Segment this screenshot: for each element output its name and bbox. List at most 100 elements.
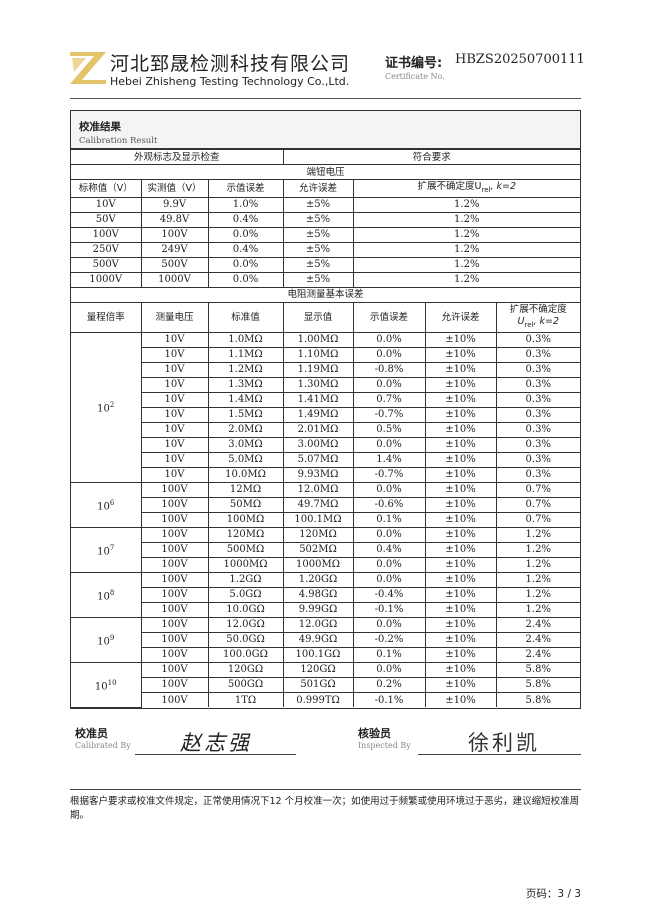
table-cell: ±10% bbox=[424, 376, 497, 393]
resistance-row: 10V 2.0MΩ 2.01MΩ 0.5% ±10% 0.3% bbox=[71, 421, 580, 438]
table-cell: ±10% bbox=[424, 646, 497, 663]
table-cell: 49.7MΩ bbox=[282, 496, 354, 513]
voltage-title: 端钮电压 bbox=[71, 164, 580, 180]
table-cell: -0.7% bbox=[352, 406, 426, 423]
table-cell: 502MΩ bbox=[282, 541, 354, 558]
company-logo-icon bbox=[70, 52, 106, 84]
uncertainty-k: , k=2 bbox=[490, 181, 516, 192]
cert-number: HBZS20250700111 bbox=[455, 52, 585, 67]
table-cell: 1.30MΩ bbox=[282, 376, 354, 393]
col-header: 允许误差 bbox=[424, 301, 497, 333]
table-cell: 0.1% bbox=[352, 511, 426, 528]
table-cell: 0.7% bbox=[495, 496, 580, 513]
resistance-row: 108 100V 1.2GΩ 1.20GΩ 0.0% ±10% 1.2% bbox=[71, 571, 580, 618]
table-cell: 10V bbox=[141, 346, 209, 363]
table-cell: 1.3MΩ bbox=[207, 376, 284, 393]
table-cell: 0.3% bbox=[495, 421, 580, 438]
multiplier-base: 10 bbox=[97, 403, 110, 415]
table-cell: 1000MΩ bbox=[207, 556, 284, 573]
table-cell: ±10% bbox=[424, 541, 497, 558]
table-cell: 1000V bbox=[71, 271, 142, 288]
table-cell: -0.4% bbox=[352, 586, 426, 603]
cert-label-en: Certificate No. bbox=[385, 72, 445, 81]
col-header: 测量电压 bbox=[140, 301, 209, 333]
resistance-row: 10V 1.5MΩ 1.49MΩ -0.7% ±10% 0.3% bbox=[71, 406, 580, 423]
col-header: 显示值 bbox=[282, 301, 354, 333]
table-cell: -0.1% bbox=[352, 601, 426, 618]
table-cell: 100.0GΩ bbox=[207, 646, 284, 663]
table-cell: 5.0GΩ bbox=[207, 586, 284, 603]
section-header: 校准结果 Calibration Result bbox=[71, 111, 580, 149]
table-cell: 1.20GΩ bbox=[282, 571, 354, 588]
table-cell: 1.2% bbox=[495, 601, 580, 618]
appearance-row: 外观标志及显示检查 符合要求 bbox=[71, 149, 580, 165]
voltage-row: 250V 249V 0.4% ±5% 1.2% bbox=[71, 241, 580, 258]
table-cell: 0.3% bbox=[495, 466, 580, 483]
table-cell: 50V bbox=[71, 211, 142, 228]
table-cell: 100V bbox=[141, 691, 209, 708]
table-cell: 1000V bbox=[140, 271, 209, 288]
table-cell: 100.1MΩ bbox=[282, 511, 354, 528]
table-cell: 9.93MΩ bbox=[282, 466, 354, 483]
table-cell: ±10% bbox=[424, 511, 497, 528]
resistance-row: 1010 100V 120GΩ 120GΩ 0.0% ±10% 5.8% bbox=[71, 661, 580, 708]
table-cell: 500V bbox=[140, 256, 209, 273]
table-cell: 3.0MΩ bbox=[207, 436, 284, 453]
table-cell: 0.3% bbox=[495, 376, 580, 393]
uncertainty-sub: rel bbox=[481, 185, 491, 194]
table-cell: 100V bbox=[140, 616, 209, 633]
table-cell: 0.3% bbox=[495, 451, 580, 468]
table-cell: 501GΩ bbox=[282, 676, 354, 693]
table-cell: 100V bbox=[141, 556, 209, 573]
section-title: 校准结果 bbox=[79, 121, 121, 133]
table-cell: 1.2% bbox=[352, 241, 580, 258]
uncertainty-k: , k=2 bbox=[533, 315, 559, 327]
table-cell: 1.2GΩ bbox=[207, 571, 284, 588]
table-cell: 0.0% bbox=[352, 526, 426, 543]
resistance-row: 100V 500GΩ 501GΩ 0.2% ±10% 5.8% bbox=[71, 676, 580, 693]
table-cell: 49.9GΩ bbox=[282, 631, 354, 648]
table-cell: ±5% bbox=[282, 196, 354, 213]
table-cell: 5.8% bbox=[495, 661, 580, 678]
inspector-signature: 徐利凯 bbox=[468, 731, 540, 755]
resistance-row: 10V 1.1MΩ 1.10MΩ 0.0% ±10% 0.3% bbox=[71, 346, 580, 363]
table-cell: 10V bbox=[141, 451, 209, 468]
table-cell: 1000MΩ bbox=[282, 556, 354, 573]
table-cell: 49.8V bbox=[140, 211, 209, 228]
calibrated-label: 校准员 bbox=[75, 727, 108, 740]
table-cell: 500MΩ bbox=[207, 541, 284, 558]
table-cell: 0.7% bbox=[495, 511, 580, 528]
range-multiplier: 108 bbox=[71, 571, 142, 618]
table-cell: -0.8% bbox=[352, 361, 426, 378]
table-cell: 0.0% bbox=[207, 271, 284, 288]
table-cell: 0.3% bbox=[495, 361, 580, 378]
table-cell: ±10% bbox=[424, 421, 497, 438]
table-cell: ±10% bbox=[424, 346, 497, 363]
voltage-header-row: 标称值（V） 实测值（V） 示值误差 允许误差 扩展不确定度Urel, k=2 bbox=[71, 179, 580, 198]
table-cell: 100V bbox=[141, 496, 209, 513]
table-cell: ±10% bbox=[424, 661, 497, 678]
table-cell: 0.3% bbox=[495, 331, 580, 348]
range-multiplier: 106 bbox=[71, 481, 142, 528]
table-cell: ±5% bbox=[282, 226, 354, 243]
table-cell: 500GΩ bbox=[207, 676, 284, 693]
voltage-row: 10V 9.9V 1.0% ±5% 1.2% bbox=[71, 196, 580, 213]
table-cell: 1.4% bbox=[352, 451, 426, 468]
table-cell: 2.4% bbox=[495, 631, 580, 648]
table-cell: 9.99GΩ bbox=[282, 601, 354, 618]
table-cell: 249V bbox=[140, 241, 209, 258]
resistance-row: 100V 50MΩ 49.7MΩ -0.6% ±10% 0.7% bbox=[71, 496, 580, 513]
calibrator-signature: 赵志强 bbox=[180, 731, 252, 755]
resistance-row: 10V 3.0MΩ 3.00MΩ 0.0% ±10% 0.3% bbox=[71, 436, 580, 453]
table-cell: 2.4% bbox=[495, 646, 580, 663]
resistance-row: 100V 5.0GΩ 4.98GΩ -0.4% ±10% 1.2% bbox=[71, 586, 580, 603]
table-cell: 100V bbox=[141, 541, 209, 558]
multiplier-base: 10 bbox=[97, 636, 110, 648]
resistance-row: 109 100V 12.0GΩ 12.0GΩ 0.0% ±10% 2.4% bbox=[71, 616, 580, 663]
table-cell: 0.3% bbox=[495, 346, 580, 363]
table-cell: ±5% bbox=[282, 256, 354, 273]
table-cell: 10V bbox=[141, 421, 209, 438]
resistance-row: 10V 5.0MΩ 5.07MΩ 1.4% ±10% 0.3% bbox=[71, 451, 580, 468]
table-cell: 1.2% bbox=[495, 556, 580, 573]
